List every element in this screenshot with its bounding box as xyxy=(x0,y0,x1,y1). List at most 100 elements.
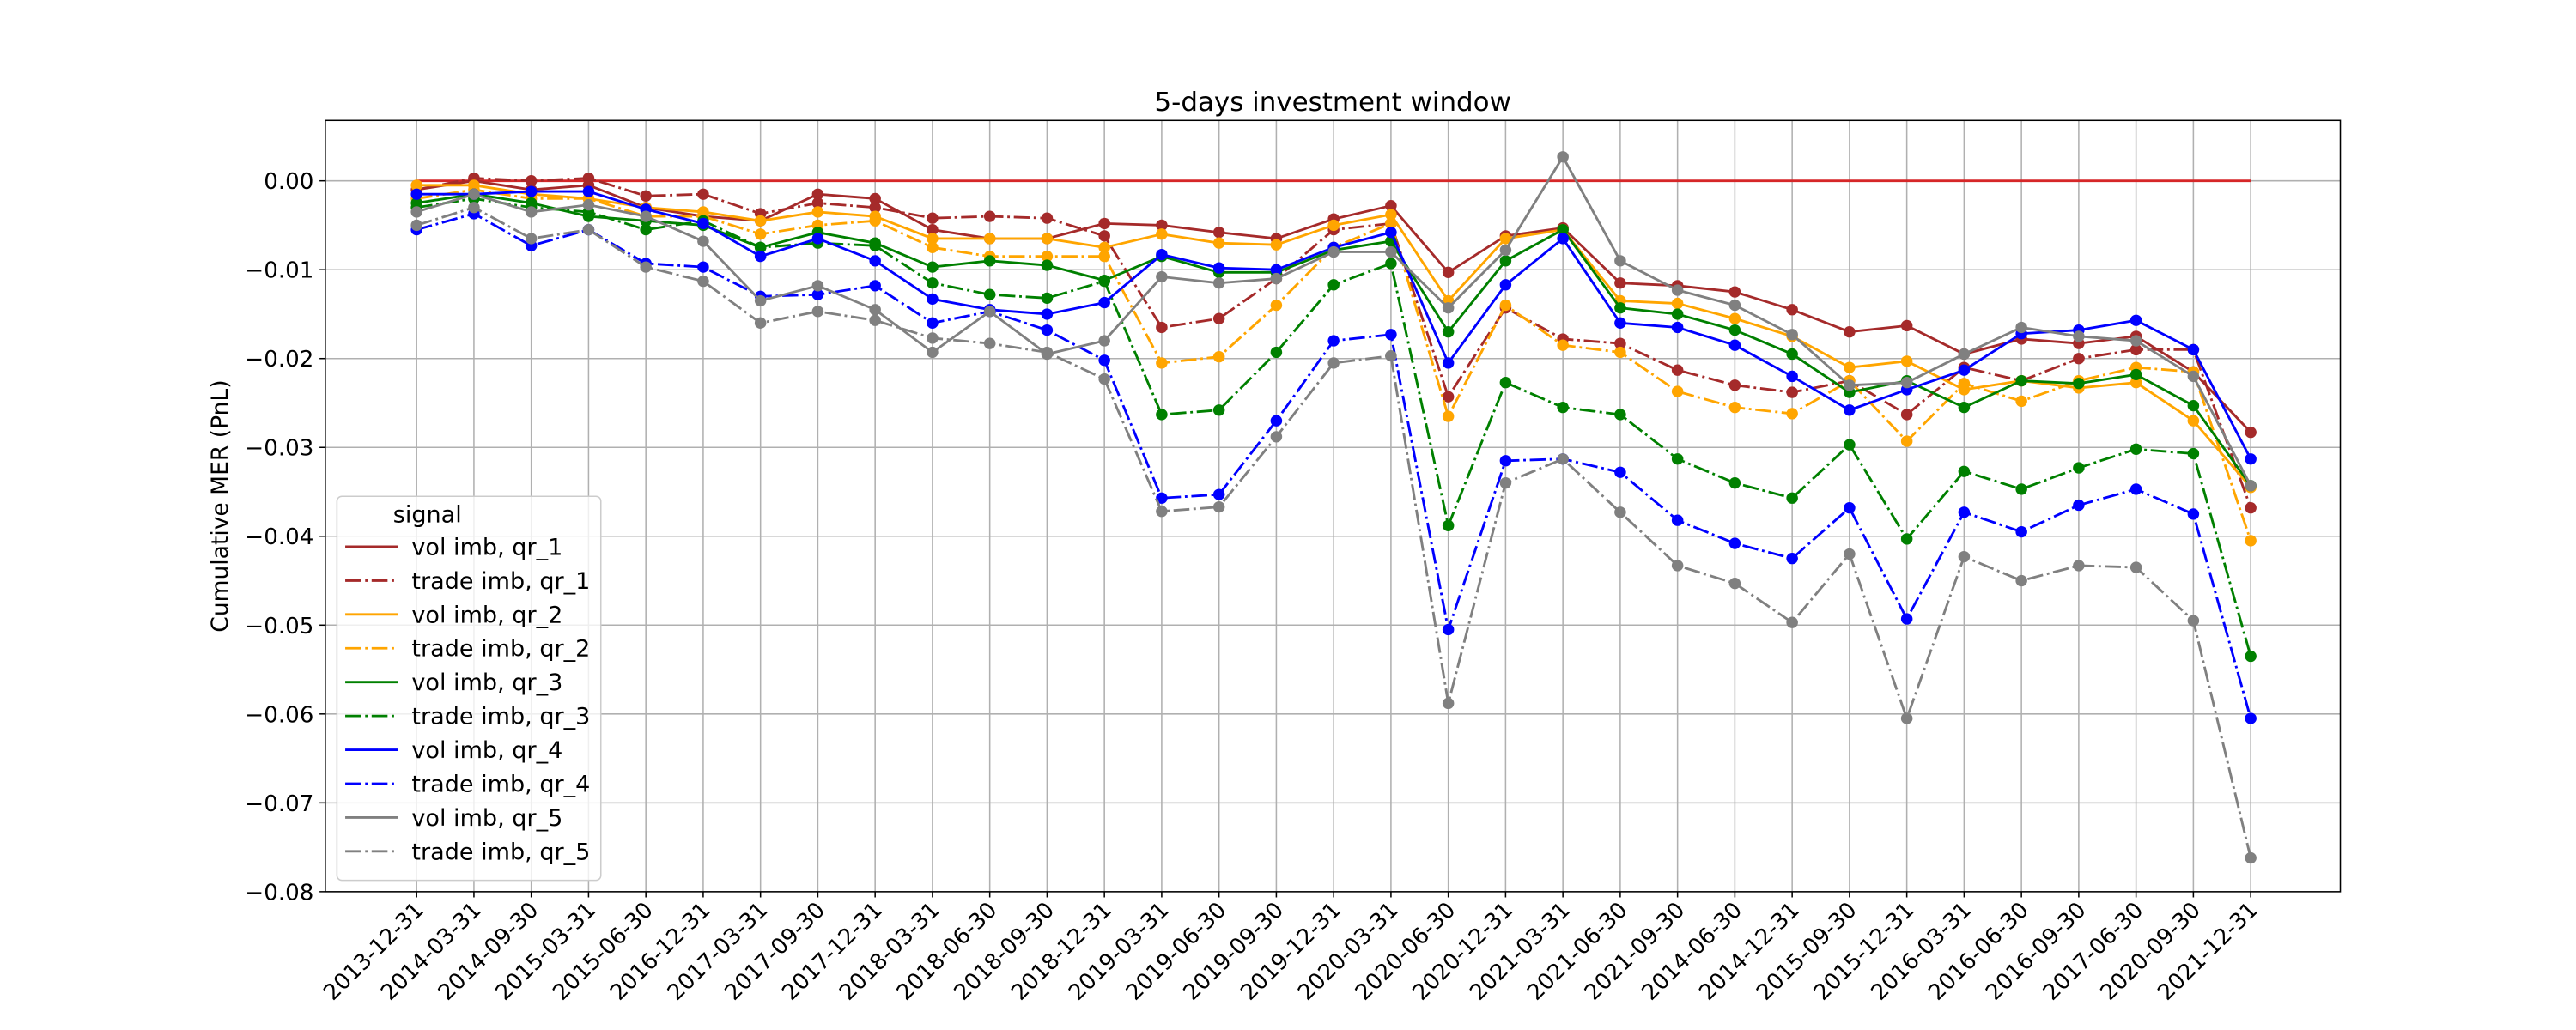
data-point xyxy=(1041,308,1054,320)
data-point xyxy=(1270,239,1283,251)
data-point xyxy=(1671,321,1684,334)
data-point xyxy=(640,223,652,236)
data-point xyxy=(983,337,996,349)
data-point xyxy=(1442,302,1455,314)
data-point xyxy=(1385,217,1397,230)
data-point xyxy=(1385,227,1397,239)
data-point xyxy=(697,217,709,230)
data-point xyxy=(1499,279,1512,291)
data-point xyxy=(2245,502,2257,514)
data-point xyxy=(1212,404,1225,416)
data-point xyxy=(2187,415,2200,427)
data-point xyxy=(1900,355,1913,367)
data-point xyxy=(468,188,480,200)
data-point xyxy=(697,261,709,273)
data-point xyxy=(1212,277,1225,289)
data-point xyxy=(1212,227,1225,239)
data-point xyxy=(1557,339,1569,351)
data-point xyxy=(1499,244,1512,257)
data-point xyxy=(1844,379,1856,391)
data-point xyxy=(1327,219,1340,232)
data-point xyxy=(2129,368,2142,380)
data-point xyxy=(1385,258,1397,270)
legend-label: trade imb, qr_5 xyxy=(411,839,590,866)
data-point xyxy=(1156,270,1168,283)
data-point xyxy=(2015,525,2027,538)
data-point xyxy=(1156,321,1168,334)
data-point xyxy=(1156,506,1168,518)
data-point xyxy=(525,206,538,218)
legend-label: vol imb, qr_3 xyxy=(411,670,562,696)
data-point xyxy=(2187,447,2200,460)
data-point xyxy=(1958,348,1971,360)
data-point xyxy=(1442,410,1455,422)
data-point xyxy=(754,228,767,240)
data-point xyxy=(1499,377,1512,389)
data-point xyxy=(582,198,595,211)
data-point xyxy=(1385,329,1397,341)
data-point xyxy=(1844,404,1856,416)
data-point xyxy=(1614,409,1626,421)
data-point xyxy=(869,239,881,251)
data-point xyxy=(1786,553,1798,565)
data-point xyxy=(1156,357,1168,369)
data-point xyxy=(1844,361,1856,373)
data-point xyxy=(811,306,824,318)
data-point xyxy=(869,280,881,292)
axes-frame xyxy=(325,119,2342,893)
data-point xyxy=(869,255,881,267)
data-point xyxy=(2129,561,2142,573)
data-point xyxy=(1499,477,1512,489)
data-point xyxy=(1958,465,1971,477)
y-axis-label: Cumulative MER (PnL) xyxy=(207,379,234,632)
data-point xyxy=(1041,212,1054,224)
data-point xyxy=(1327,335,1340,347)
data-point xyxy=(1270,264,1283,276)
data-point xyxy=(2073,560,2085,572)
y-tick-label: 0.00 xyxy=(264,169,313,195)
data-point xyxy=(1098,251,1110,263)
data-point xyxy=(410,219,422,232)
data-point xyxy=(2245,851,2257,864)
data-point xyxy=(1728,339,1741,351)
data-point xyxy=(927,212,939,224)
data-point xyxy=(1844,502,1856,514)
data-point xyxy=(1557,453,1569,465)
data-point xyxy=(1614,277,1626,289)
data-point xyxy=(983,255,996,267)
data-point xyxy=(582,223,595,236)
data-point xyxy=(1958,378,1971,390)
data-point xyxy=(1786,348,1798,360)
data-point xyxy=(2187,343,2200,356)
data-point xyxy=(1844,548,1856,560)
data-point xyxy=(1900,533,1913,545)
data-point xyxy=(927,261,939,273)
data-point xyxy=(1499,455,1512,467)
data-point xyxy=(983,233,996,245)
y-tick-label: −0.06 xyxy=(245,703,313,729)
data-point xyxy=(927,346,939,359)
data-point xyxy=(2015,574,2027,587)
data-point xyxy=(1442,266,1455,278)
data-point xyxy=(811,288,824,300)
y-tick-label: −0.08 xyxy=(245,881,313,906)
data-point xyxy=(1156,219,1168,232)
legend-label: vol imb, qr_2 xyxy=(411,603,562,629)
data-point xyxy=(2015,483,2027,495)
data-point xyxy=(1442,391,1455,403)
data-point xyxy=(1270,415,1283,427)
data-point xyxy=(525,175,538,187)
data-point xyxy=(927,332,939,344)
data-point xyxy=(1728,402,1741,414)
legend-label: trade imb, qr_4 xyxy=(411,772,590,798)
data-point xyxy=(525,185,538,197)
data-point xyxy=(640,210,652,222)
data-point xyxy=(927,223,939,236)
data-point xyxy=(1728,324,1741,336)
data-point xyxy=(811,197,824,209)
data-point xyxy=(1098,335,1110,347)
data-point xyxy=(2073,330,2085,342)
